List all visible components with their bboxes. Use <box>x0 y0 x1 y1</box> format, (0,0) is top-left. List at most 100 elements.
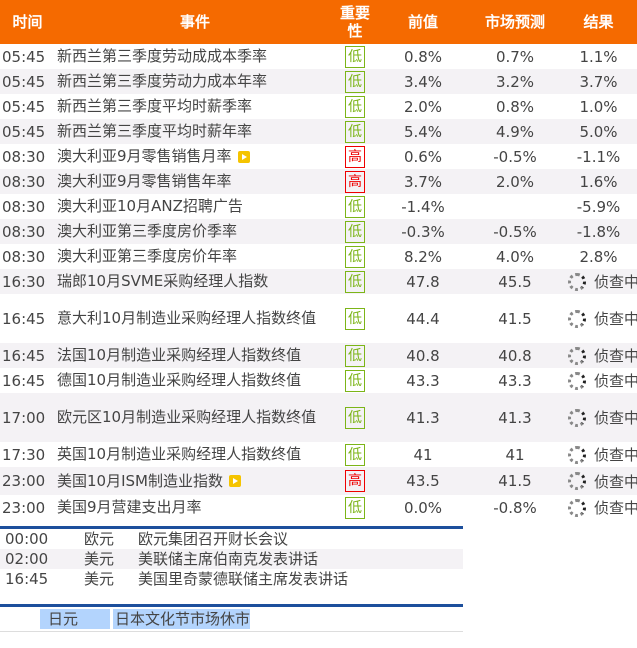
speech-currency: 美元 <box>84 570 115 588</box>
event-name[interactable]: 澳大利亚第三季度房价季率 <box>57 219 335 244</box>
event-name-text: 新西兰第三季度平均时薪季率 <box>57 97 253 115</box>
result-pending: 侦查中 <box>568 467 637 495</box>
event-name[interactable]: 澳大利亚10月ANZ招聘广告 <box>57 194 335 219</box>
event-name-text: 瑞郎10月SVME采购经理人指数 <box>57 272 269 290</box>
result-pending: 侦查中 <box>568 495 637 520</box>
forecast-value: 3.2% <box>495 72 535 91</box>
loading-spinner-icon <box>568 346 586 365</box>
result-value: 侦查中 <box>594 409 637 427</box>
table-row[interactable]: 23:00 美国9月营建支出月率 低 0.0% -0.8% 侦查中 <box>0 495 637 520</box>
table-row[interactable]: 05:45 新西兰第三季度劳动成成本季率 低 0.8% 0.7% 1.1% <box>0 44 637 69</box>
result-pending: 侦查中 <box>568 393 637 442</box>
importance-badge: 低 <box>345 220 365 243</box>
table-row[interactable]: 05:45 新西兰第三季度平均时薪年率 低 5.4% 4.9% 5.0% <box>0 119 637 144</box>
event-name[interactable]: 英国10月制造业采购经理人指数终值 <box>57 442 335 467</box>
event-time: 08:30 <box>2 197 46 216</box>
previous-value: 0.6% <box>403 147 443 166</box>
previous-value: 5.4% <box>403 122 443 141</box>
table-row[interactable]: 16:30 瑞郎10月SVME采购经理人指数 低 47.8 45.5 侦查中 <box>0 269 637 294</box>
event-name-text: 澳大利亚9月零售销售月率 <box>57 147 232 165</box>
previous-value: 41 <box>413 445 433 464</box>
result-pending: 侦查中 <box>568 442 637 467</box>
previous-value: 0.0% <box>403 498 443 517</box>
loading-spinner-icon <box>568 309 586 328</box>
event-name[interactable]: 澳大利亚9月零售销售月率 <box>57 144 335 169</box>
event-name-text: 美国10月ISM制造业指数 <box>57 471 223 490</box>
result-value: 2.8% <box>579 247 618 266</box>
speech-row: 00:00 欧元 欧元集团召开财长会议 <box>0 529 463 549</box>
table-row[interactable]: 17:30 英国10月制造业采购经理人指数终值 低 41 41 侦查中 <box>0 442 637 467</box>
table-row[interactable]: 16:45 法国10月制造业采购经理人指数终值 低 40.8 40.8 侦查中 <box>0 343 637 368</box>
speech-time: 16:45 <box>5 570 49 588</box>
event-name[interactable]: 新西兰第三季度劳动力成本年率 <box>57 69 335 94</box>
table-row[interactable]: 17:00 欧元区10月制造业采购经理人指数终值 低 41.3 41.3 侦查中 <box>0 393 637 442</box>
holiday-currency: 日元 <box>40 609 110 629</box>
event-name[interactable]: 美国9月营建支出月率 <box>57 495 335 520</box>
play-video-icon[interactable] <box>237 150 250 163</box>
event-name[interactable]: 瑞郎10月SVME采购经理人指数 <box>57 269 335 294</box>
result-value: 1.6% <box>579 172 618 191</box>
event-name[interactable]: 澳大利亚9月零售销售年率 <box>57 169 335 194</box>
result-value: 侦查中 <box>594 310 637 328</box>
table-row[interactable]: 08:30 澳大利亚第三季度房价季率 低 -0.3% -0.5% -1.8% <box>0 219 637 244</box>
result-value: 侦查中 <box>594 499 637 517</box>
play-video-icon[interactable] <box>228 475 241 487</box>
previous-value: 0.8% <box>403 47 443 66</box>
table-row[interactable]: 05:45 新西兰第三季度平均时薪季率 低 2.0% 0.8% 1.0% <box>0 94 637 119</box>
event-time: 16:30 <box>2 272 46 291</box>
header-event: 事件 <box>179 13 210 31</box>
event-name[interactable]: 德国10月制造业采购经理人指数终值 <box>57 368 335 393</box>
result-pending: 侦查中 <box>568 269 637 294</box>
table-row[interactable]: 08:30 澳大利亚9月零售销售年率 高 3.7% 2.0% 1.6% <box>0 169 637 194</box>
forecast-value: 0.8% <box>495 97 535 116</box>
previous-value: 44.4 <box>406 309 440 328</box>
forecast-value: -0.5% <box>493 147 537 166</box>
event-name-text: 意大利10月制造业采购经理人指数终值 <box>57 309 317 327</box>
loading-spinner-icon <box>568 472 586 490</box>
event-name-text: 澳大利亚第三季度房价年率 <box>57 247 238 265</box>
event-name[interactable]: 澳大利亚第三季度房价年率 <box>57 244 335 269</box>
forecast-value: 41 <box>505 445 525 464</box>
importance-badge: 低 <box>345 45 365 68</box>
forecast-value: 4.0% <box>495 247 535 266</box>
result-value: 侦查中 <box>594 273 637 291</box>
table-row[interactable]: 23:00 美国10月ISM制造业指数 高 43.5 41.5 侦查中 <box>0 467 637 495</box>
event-name[interactable]: 欧元区10月制造业采购经理人指数终值 <box>57 393 335 442</box>
importance-badge: 低 <box>345 95 365 118</box>
previous-value: -0.3% <box>401 222 445 241</box>
event-name-text: 新西兰第三季度劳动力成本年率 <box>57 72 268 90</box>
event-name[interactable]: 新西兰第三季度劳动成成本季率 <box>57 44 335 69</box>
speech-row: 02:00 美元 美联储主席伯南克发表讲话 <box>0 549 463 569</box>
previous-value: 40.8 <box>406 346 440 365</box>
importance-badge: 低 <box>345 270 365 293</box>
table-row[interactable]: 08:30 澳大利亚9月零售销售月率 高 0.6% -0.5% -1.1% <box>0 144 637 169</box>
table-row[interactable]: 08:30 澳大利亚第三季度房价年率 低 8.2% 4.0% 2.8% <box>0 244 637 269</box>
event-name[interactable]: 美国10月ISM制造业指数 <box>57 467 335 495</box>
previous-value: 43.3 <box>406 371 440 390</box>
importance-badge: 低 <box>345 245 365 268</box>
result-value: 1.1% <box>579 47 618 66</box>
event-name[interactable]: 法国10月制造业采购经理人指数终值 <box>57 343 335 368</box>
forecast-value: 2.0% <box>495 172 535 191</box>
importance-badge: 低 <box>345 369 365 392</box>
table-row[interactable]: 08:30 澳大利亚10月ANZ招聘广告 低 -1.4% -5.9% <box>0 194 637 219</box>
table-row[interactable]: 16:45 意大利10月制造业采购经理人指数终值 低 44.4 41.5 侦查中 <box>0 294 637 343</box>
previous-value: 47.8 <box>406 272 440 291</box>
event-time: 05:45 <box>2 72 46 91</box>
importance-badge: 低 <box>345 406 365 429</box>
event-name[interactable]: 新西兰第三季度平均时薪年率 <box>57 119 335 144</box>
forecast-value: -0.5% <box>493 222 537 241</box>
event-name-text: 法国10月制造业采购经理人指数终值 <box>57 346 302 364</box>
forecast-value: 45.5 <box>498 272 532 291</box>
event-name[interactable]: 新西兰第三季度平均时薪季率 <box>57 94 335 119</box>
table-row[interactable]: 05:45 新西兰第三季度劳动力成本年率 低 3.4% 3.2% 3.7% <box>0 69 637 94</box>
importance-badge: 低 <box>345 443 365 466</box>
event-time: 08:30 <box>2 172 46 191</box>
result-value: -1.8% <box>576 222 621 241</box>
speech-currency: 美元 <box>84 550 115 568</box>
result-value: 侦查中 <box>594 347 637 365</box>
event-time: 08:30 <box>2 247 46 266</box>
header-importance: 重要性 <box>339 4 370 40</box>
table-row[interactable]: 16:45 德国10月制造业采购经理人指数终值 低 43.3 43.3 侦查中 <box>0 368 637 393</box>
event-name[interactable]: 意大利10月制造业采购经理人指数终值 <box>57 294 335 343</box>
